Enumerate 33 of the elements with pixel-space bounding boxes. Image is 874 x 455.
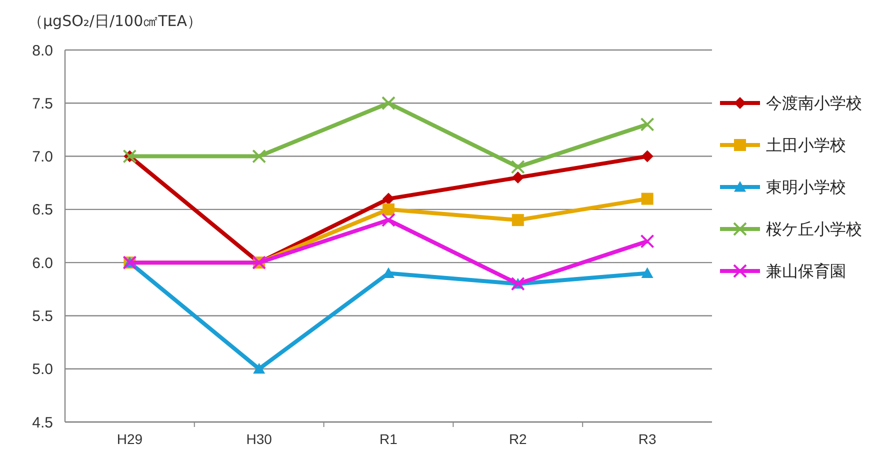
point	[640, 234, 654, 248]
point	[252, 149, 266, 164]
legend-label: 兼山保育園	[766, 262, 846, 281]
x-tick-label: R1	[380, 431, 398, 447]
y-tick-label: 5.5	[32, 308, 53, 325]
point	[512, 172, 524, 184]
x-tick-label: H29	[116, 431, 143, 447]
y-tick-label: 6.0	[32, 254, 53, 272]
legend-label: 今渡南小学校	[766, 94, 862, 113]
point	[382, 213, 396, 228]
y-tick-label: 7.0	[32, 148, 53, 166]
y-axis-title: （μgSO₂/日/100㎠TEA）	[28, 12, 202, 30]
y-tick-label: 8.0	[32, 42, 53, 60]
y-tick-label: 4.5	[32, 414, 53, 432]
legend-label: 東明小学校	[766, 178, 846, 197]
legend-label: 桜ケ丘小学校	[766, 220, 862, 239]
point	[512, 214, 524, 226]
point	[640, 117, 654, 132]
point	[253, 362, 266, 374]
y-tick-label: 6.5	[32, 202, 53, 219]
point	[510, 160, 525, 174]
x-tick-label: R3	[638, 431, 656, 447]
y-tick-label: 7.5	[32, 95, 53, 112]
x-tick-label: R2	[508, 431, 528, 447]
point	[641, 192, 654, 205]
point	[641, 150, 654, 162]
legend-label: 土田小学校	[766, 136, 846, 155]
point	[382, 203, 394, 216]
x-tick-label: H30	[246, 431, 272, 447]
point	[382, 192, 394, 205]
point	[641, 267, 654, 278]
y-tick-label: 5.0	[32, 361, 53, 378]
point	[382, 96, 396, 110]
